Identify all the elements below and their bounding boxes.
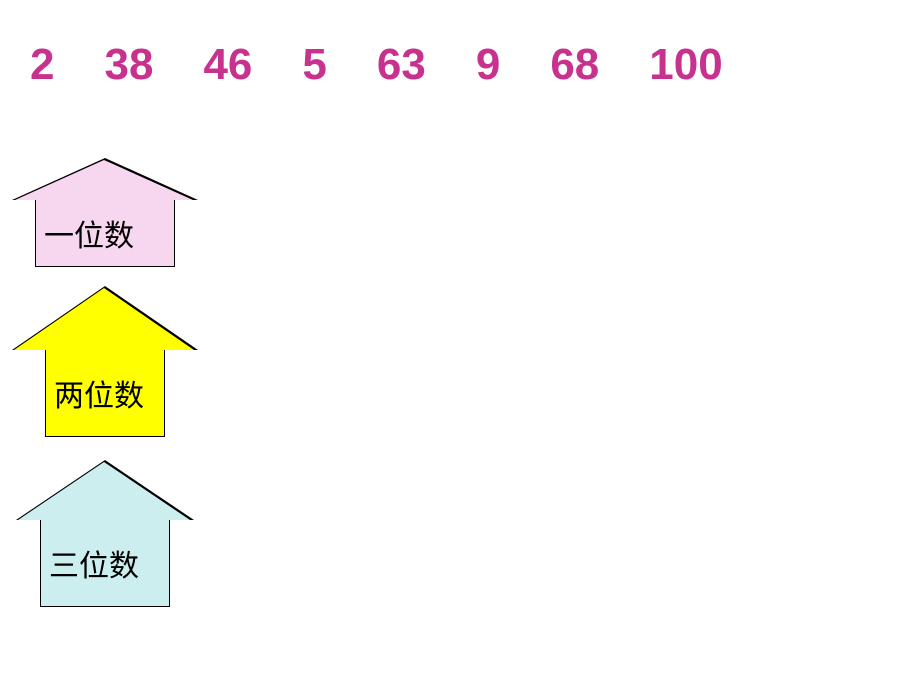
house-2: 三位数 xyxy=(16,460,194,607)
number-item: 100 xyxy=(649,40,722,90)
house-label: 两位数 xyxy=(54,371,144,415)
house-body: 三位数 xyxy=(40,519,170,607)
house-0: 一位数 xyxy=(12,158,198,267)
house-label: 一位数 xyxy=(44,211,134,255)
number-item: 38 xyxy=(104,40,153,90)
number-item: 2 xyxy=(30,40,54,90)
house-roof xyxy=(12,158,198,200)
house-1: 两位数 xyxy=(12,286,198,437)
house-body: 两位数 xyxy=(45,349,165,437)
number-item: 68 xyxy=(550,40,599,90)
number-item: 5 xyxy=(302,40,326,90)
house-roof xyxy=(12,286,198,350)
house-body: 一位数 xyxy=(35,199,175,267)
number-item: 46 xyxy=(203,40,252,90)
number-item: 63 xyxy=(377,40,426,90)
house-roof xyxy=(16,460,194,520)
number-row: 2 38 46 5 63 9 68 100 xyxy=(30,40,890,90)
house-label: 三位数 xyxy=(49,541,139,585)
number-item: 9 xyxy=(476,40,500,90)
